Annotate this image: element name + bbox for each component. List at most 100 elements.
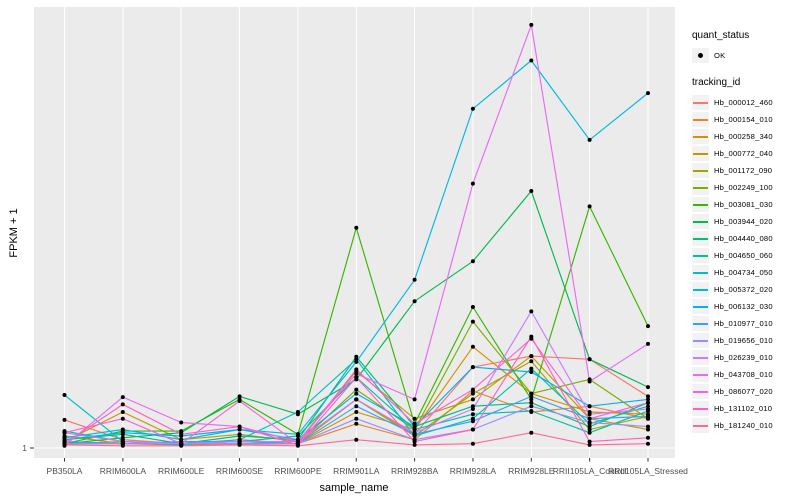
data-point bbox=[470, 397, 475, 402]
legend: quant_status OK tracking_id Hb_000012_46… bbox=[692, 30, 800, 434]
data-point bbox=[529, 430, 534, 435]
legend-key-swatch bbox=[692, 384, 709, 399]
data-point bbox=[120, 395, 125, 400]
data-point bbox=[120, 402, 125, 407]
data-point bbox=[237, 439, 242, 444]
data-point bbox=[646, 435, 650, 440]
legend-key-swatch bbox=[692, 316, 709, 331]
legend-key-line bbox=[693, 356, 708, 359]
legend-key-swatch bbox=[692, 112, 709, 127]
x-tick-label: RRII105LA_Control bbox=[553, 466, 627, 476]
legend-item-label: Hb_019656_010 bbox=[714, 336, 773, 345]
legend-item: Hb_043708_010 bbox=[692, 366, 800, 383]
legend-key-line bbox=[693, 254, 708, 257]
data-point bbox=[412, 424, 417, 429]
legend-key-swatch bbox=[692, 333, 709, 348]
data-point bbox=[120, 439, 125, 444]
data-point bbox=[646, 407, 650, 411]
legend-item-label: Hb_010977_010 bbox=[714, 319, 773, 328]
data-point bbox=[62, 442, 67, 447]
data-point bbox=[412, 439, 417, 444]
data-point bbox=[470, 387, 475, 392]
data-point bbox=[354, 421, 359, 426]
legend-key-swatch bbox=[692, 197, 709, 212]
data-point bbox=[295, 443, 300, 448]
legend-item-label: Hb_002249_100 bbox=[714, 183, 773, 192]
legend-key-line bbox=[693, 135, 708, 138]
data-point bbox=[646, 400, 650, 405]
data-point bbox=[354, 367, 359, 372]
x-tick-label: RRIM600LE bbox=[158, 466, 205, 476]
data-point bbox=[237, 399, 242, 403]
x-tick-label: RRIM600PE bbox=[274, 466, 322, 476]
data-point bbox=[237, 442, 242, 447]
data-point bbox=[529, 370, 534, 374]
legend-item: Hb_004440_080 bbox=[692, 230, 800, 247]
legend-item-label: OK bbox=[714, 51, 726, 60]
legend-key-swatch bbox=[692, 367, 709, 382]
legend-item-label: Hb_004440_080 bbox=[714, 234, 773, 243]
data-point bbox=[237, 394, 242, 399]
data-point bbox=[120, 427, 125, 432]
data-point bbox=[237, 434, 242, 438]
data-point bbox=[179, 432, 184, 437]
legend-key-line bbox=[693, 101, 708, 104]
data-point bbox=[295, 410, 300, 414]
legend-key-swatch bbox=[692, 350, 709, 365]
legend-item: Hb_019656_010 bbox=[692, 332, 800, 349]
legend-key-swatch bbox=[692, 265, 709, 280]
legend-item-label: Hb_004650_060 bbox=[714, 251, 773, 260]
legend-item: Hb_005372_020 bbox=[692, 281, 800, 298]
data-point bbox=[354, 359, 359, 364]
data-point bbox=[529, 397, 534, 402]
data-point bbox=[587, 442, 592, 447]
legend-key-line bbox=[693, 339, 708, 342]
data-point bbox=[470, 412, 475, 417]
legend-item-label: Hb_004734_050 bbox=[714, 268, 773, 277]
data-point bbox=[587, 424, 592, 429]
legend-key-swatch bbox=[692, 129, 709, 144]
data-point bbox=[354, 225, 359, 230]
data-point bbox=[354, 397, 359, 402]
legend-key-swatch bbox=[692, 48, 709, 63]
data-point bbox=[529, 394, 534, 399]
legend-key-line bbox=[693, 424, 708, 427]
data-point bbox=[646, 91, 650, 96]
data-point bbox=[646, 441, 650, 446]
data-point bbox=[646, 341, 650, 346]
legend-item-label: Hb_131102_010 bbox=[714, 404, 773, 413]
data-point bbox=[587, 204, 592, 209]
legend-key-line bbox=[693, 220, 708, 223]
legend-key-line bbox=[693, 373, 708, 376]
data-point bbox=[470, 106, 475, 111]
x-tick-label: RRIM928BA bbox=[391, 466, 439, 476]
data-point bbox=[587, 137, 592, 142]
legend-key-line bbox=[693, 390, 708, 393]
x-tick-label: RRIM600SE bbox=[216, 466, 264, 476]
legend-item-label: Hb_001172_090 bbox=[714, 166, 773, 175]
data-point bbox=[529, 334, 534, 339]
legend-item: Hb_026239_010 bbox=[692, 349, 800, 366]
data-point bbox=[529, 58, 534, 63]
legend-gap bbox=[692, 64, 800, 77]
legend-key-swatch bbox=[692, 180, 709, 195]
data-point bbox=[354, 404, 359, 409]
legend-item-label: Hb_000258_340 bbox=[714, 132, 773, 141]
data-point bbox=[120, 430, 125, 435]
data-point bbox=[354, 410, 359, 414]
legend-item: Hb_001172_090 bbox=[692, 162, 800, 179]
data-point bbox=[529, 189, 534, 193]
data-point bbox=[646, 404, 650, 409]
data-point bbox=[470, 344, 475, 349]
data-point bbox=[470, 419, 475, 424]
data-point bbox=[412, 427, 417, 432]
data-point bbox=[470, 441, 475, 446]
legend-item: Hb_003081_030 bbox=[692, 196, 800, 213]
data-point bbox=[470, 391, 475, 396]
legend-key-line bbox=[693, 407, 708, 410]
x-tick-label: PB350LA bbox=[47, 466, 83, 476]
legend-item-label: Hb_043708_010 bbox=[714, 370, 773, 379]
legend-key-swatch bbox=[692, 231, 709, 246]
legend-item: Hb_000012_460 bbox=[692, 94, 800, 111]
